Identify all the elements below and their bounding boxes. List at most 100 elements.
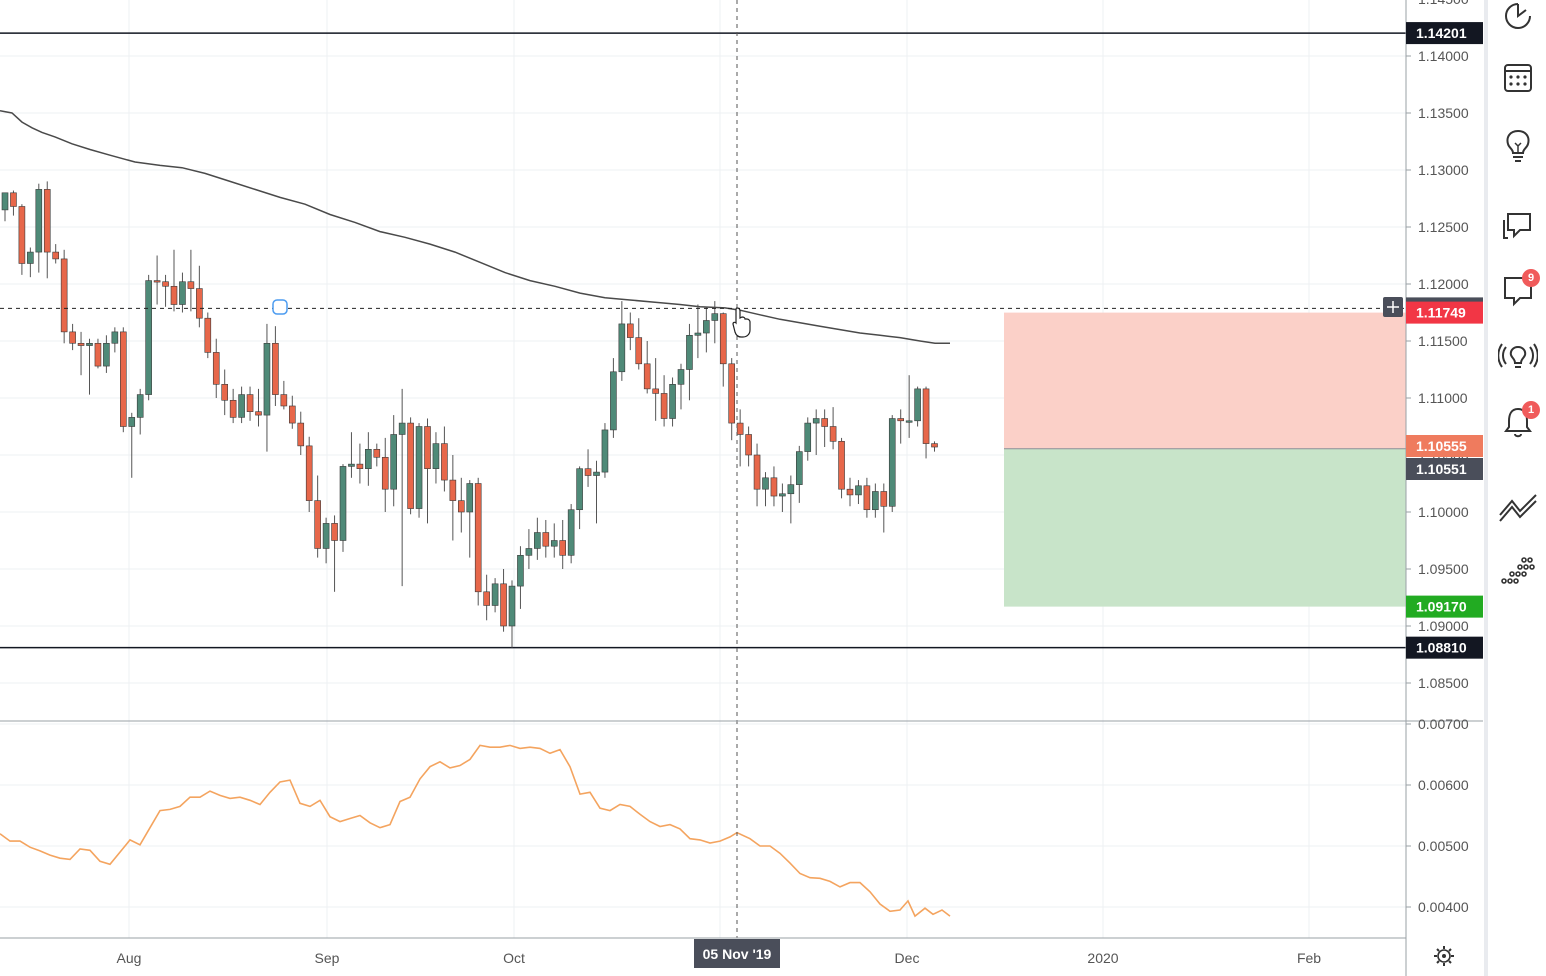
candle — [18, 204, 26, 275]
crosshair-date-label: 05 Nov '19 — [694, 939, 780, 968]
position-tool[interactable] — [1004, 312, 1406, 607]
candle-body — [846, 488, 854, 496]
candle-body — [779, 493, 786, 497]
candle-body — [508, 585, 516, 627]
chat-icon[interactable] — [1498, 206, 1538, 246]
candle-body — [415, 426, 423, 509]
candle-body — [305, 445, 313, 501]
stream-icon[interactable] — [1498, 337, 1538, 377]
price-marker-take-profit: 1.09170 — [1406, 595, 1483, 618]
candle — [779, 483, 786, 512]
horizontal-lines[interactable] — [0, 32, 1406, 649]
candle-body — [745, 434, 752, 456]
candle — [457, 477, 465, 533]
indicator-tick-label: 0.00500 — [1418, 838, 1469, 854]
price-axis[interactable]: 1.14500 1.14000 1.13500 1.13000 1.12500 1.120… — [1406, 0, 1469, 691]
candle-body — [753, 454, 761, 490]
lightbulb-icon[interactable] — [1498, 125, 1538, 165]
time-tick-label: 2020 — [1087, 950, 1118, 966]
settings-gear-icon[interactable] — [1434, 946, 1454, 966]
candle-body — [559, 540, 567, 556]
candle-body — [77, 342, 85, 346]
candle — [356, 443, 364, 484]
price-tick-label: 1.11500 — [1418, 333, 1468, 349]
price-marker-label: 1.10551 — [1416, 461, 1467, 477]
calendar-icon[interactable] — [1498, 58, 1538, 98]
candle-body — [457, 500, 465, 513]
candle — [550, 523, 558, 558]
candle-body — [618, 323, 626, 373]
price-marker-label: 1.08810 — [1416, 640, 1467, 656]
candle-body — [339, 466, 347, 541]
candle-body — [255, 411, 262, 416]
candle-body — [931, 443, 938, 448]
indicator-line — [0, 744, 951, 918]
candle — [255, 388, 262, 427]
candle-body — [128, 417, 136, 427]
price-marker-bg — [1406, 458, 1483, 480]
candle — [179, 272, 186, 313]
candle — [669, 377, 676, 427]
price-marker-label: 1.09170 — [1416, 599, 1467, 615]
candle-body — [348, 463, 355, 467]
candle — [153, 255, 161, 305]
candle — [1, 192, 9, 222]
price-marker-entry: 1.10555 — [1406, 435, 1483, 457]
candle — [728, 358, 736, 441]
price-tick-label: 1.14500 — [1418, 0, 1469, 7]
take-profit-zone[interactable] — [1004, 448, 1406, 607]
dots-grid-icon[interactable] — [1498, 553, 1538, 593]
candle — [466, 480, 474, 558]
candle — [365, 432, 372, 486]
candle — [525, 529, 533, 569]
candle — [795, 445, 803, 503]
drag-handle[interactable] — [272, 299, 288, 315]
candle — [838, 437, 845, 499]
candle — [441, 426, 448, 492]
indicator-axis[interactable]: 0.00700 0.00600 0.00500 0.00400 — [1406, 716, 1469, 915]
price-marker-bg — [1406, 435, 1483, 457]
candle — [601, 423, 609, 478]
trend-icon[interactable] — [1498, 488, 1538, 528]
candle — [719, 312, 727, 387]
candle — [500, 569, 507, 632]
candle — [263, 323, 271, 452]
candle — [703, 306, 710, 353]
price-tick-label: 1.11000 — [1418, 390, 1468, 406]
candle — [103, 335, 110, 373]
candle-body — [703, 320, 710, 334]
candle-body — [179, 281, 186, 305]
price-marker-label: 1.14201 — [1416, 25, 1467, 41]
candle — [517, 546, 524, 609]
candle — [914, 386, 921, 427]
candle — [567, 504, 575, 564]
candle — [905, 375, 913, 438]
candle-body — [238, 394, 245, 418]
candle — [610, 358, 617, 438]
candle — [187, 249, 195, 312]
candle — [322, 517, 330, 564]
candle — [314, 475, 321, 558]
candle-body — [103, 342, 110, 367]
crosshair-add-button[interactable] — [1383, 297, 1403, 317]
candle-body — [474, 483, 482, 593]
candle-body — [643, 363, 651, 390]
time-tick-label: Aug — [117, 950, 142, 966]
candle — [280, 380, 288, 410]
candle-body — [441, 443, 448, 481]
clock-icon[interactable] — [1498, 0, 1538, 36]
candle — [643, 341, 651, 394]
candle-body — [196, 288, 203, 319]
time-axis[interactable]: Aug Sep Oct Dec 2020 Feb 05 Nov '19 — [117, 939, 1322, 968]
indicator-tick-label: 0.00400 — [1418, 899, 1469, 915]
candle-body — [43, 189, 51, 253]
candle — [331, 515, 338, 592]
candle-body — [466, 483, 474, 513]
candle-body — [60, 258, 68, 333]
candle-body — [297, 422, 305, 447]
price-tick-label: 1.10000 — [1418, 504, 1469, 520]
price-marker-bg — [1406, 636, 1483, 659]
candle-body — [111, 331, 119, 344]
stop-loss-zone[interactable] — [1004, 312, 1406, 449]
